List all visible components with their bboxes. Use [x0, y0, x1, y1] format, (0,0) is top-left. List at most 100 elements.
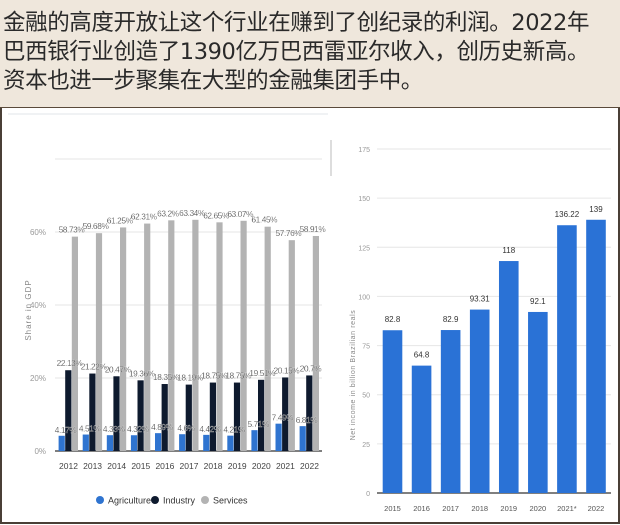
- bar-services: [192, 219, 199, 451]
- x-tick-label: 2021*: [557, 504, 577, 513]
- bar-services: [144, 223, 151, 451]
- bar: [382, 330, 403, 493]
- bar: [528, 311, 548, 493]
- bar: [469, 309, 490, 493]
- bar-agriculture: [106, 435, 113, 451]
- x-tick-label: 2016: [413, 504, 430, 513]
- data-label-agriculture: 4.42%: [199, 424, 222, 434]
- bar-services: [216, 222, 223, 451]
- bar: [557, 225, 577, 493]
- data-label: 118: [502, 246, 515, 255]
- x-tick-label: 2014: [107, 461, 126, 471]
- x-tick-label: 2018: [204, 461, 223, 471]
- legend-label-services: Services: [213, 496, 248, 506]
- bar-industry: [306, 375, 313, 451]
- data-label-industry: 18.35%: [153, 372, 180, 382]
- data-label: 93.31: [470, 295, 491, 304]
- data-label-agriculture: 4.51%: [79, 424, 102, 434]
- data-label-services: 57.76%: [276, 228, 303, 238]
- bar-industry: [137, 380, 144, 451]
- data-label-services: 63.34%: [179, 208, 206, 218]
- data-label-industry: 20.15%: [274, 365, 301, 375]
- bar: [440, 330, 461, 493]
- data-label-agriculture: 5.71%: [248, 419, 271, 429]
- data-label-services: 59.68%: [83, 221, 110, 231]
- bar-agriculture: [58, 435, 65, 451]
- bar-industry: [282, 377, 289, 451]
- x-tick-label: 2019: [228, 461, 247, 471]
- y-tick-label: 75: [362, 344, 370, 351]
- data-label-agriculture: 4.17%: [55, 425, 78, 435]
- data-label-services: 61.25%: [107, 215, 134, 225]
- data-label-agriculture: 4.21%: [223, 425, 246, 435]
- bar-industry: [161, 384, 168, 451]
- data-label: 82.9: [443, 315, 459, 324]
- bar: [498, 261, 519, 493]
- bar-agriculture: [130, 435, 138, 451]
- y-tick-label: 125: [358, 245, 370, 252]
- caption-line-2: 巴西银行业创造了1390亿万巴西雷亚尔收入，创历史新高。: [3, 39, 590, 65]
- data-label-industry: 18.75%: [201, 371, 228, 381]
- bar-industry: [65, 370, 72, 451]
- data-label-industry: 18.19%: [177, 373, 204, 383]
- data-label-services: 58.91%: [300, 224, 327, 234]
- legend-marker-industry: [151, 496, 159, 504]
- data-label-services: 63.07%: [227, 209, 254, 219]
- y-tick-label: 175: [358, 147, 370, 154]
- caption-line-1: 金融的高度开放让这个行业在赚到了创纪录的利润。2022年: [3, 10, 590, 36]
- x-tick-label: 2017: [180, 461, 199, 471]
- scrollbar[interactable]: [330, 140, 332, 176]
- data-label-services: 63.2%: [157, 208, 180, 218]
- data-label-agriculture: 4.6%: [177, 423, 195, 433]
- y-tick-label: 0%: [34, 447, 46, 456]
- bar: [411, 365, 432, 493]
- bar-services: [168, 220, 175, 451]
- y-tick-label: 40%: [30, 301, 46, 310]
- bar-agriculture: [275, 423, 282, 451]
- data-label-services: 62.31%: [131, 212, 158, 222]
- bar-services: [120, 227, 127, 451]
- gdp-share-chart: 0% 20% 40% 60% Share in GDP 4.17% 22.13% 58.73%…: [24, 158, 327, 506]
- bar-agriculture: [227, 435, 234, 451]
- bar-services: [95, 233, 103, 451]
- bar-industry: [258, 379, 265, 451]
- data-label-agriculture: 4.32%: [127, 424, 150, 434]
- x-tick-label: 2020: [530, 504, 547, 513]
- data-label-industry: 20.7%: [300, 363, 323, 373]
- net-income-chart: 0 25 50 75 100 125 150 175 Net income in billion…: [350, 147, 611, 513]
- y-axis-title: Net income in billion Brazilian reals: [350, 310, 357, 441]
- x-tick-label: 2019: [500, 504, 517, 513]
- x-tick-label: 2012: [59, 461, 78, 471]
- y-tick-label: 25: [362, 442, 370, 449]
- bar-agriculture: [82, 434, 89, 451]
- x-tick-label: 2020: [252, 461, 271, 471]
- data-label-industry: 18.75%: [225, 371, 252, 381]
- data-label-industry: 20.47%: [105, 364, 132, 374]
- y-tick-label: 150: [358, 196, 370, 203]
- bar-agriculture: [251, 430, 258, 451]
- legend-marker-services: [201, 496, 209, 504]
- bar-services: [264, 226, 271, 451]
- bar-agriculture: [299, 426, 306, 451]
- y-tick-label: 0: [366, 491, 370, 498]
- x-tick-label: 2015: [384, 504, 401, 513]
- data-label-industry: 19.36%: [129, 368, 156, 378]
- data-label: 139: [589, 205, 603, 214]
- y-tick-label: 100: [358, 294, 370, 301]
- data-label: 82.8: [385, 315, 401, 324]
- bar-services: [312, 235, 319, 451]
- data-label-services: 58.73%: [59, 225, 86, 235]
- y-axis-title: Share in GDP: [24, 279, 33, 340]
- bar-services: [71, 236, 78, 451]
- data-label: 136.22: [555, 210, 580, 219]
- x-tick-label: 2017: [442, 504, 459, 513]
- data-label-agriculture: 7.49%: [272, 413, 295, 423]
- data-label-industry: 21.22%: [81, 362, 108, 372]
- data-label-industry: 22.13%: [57, 358, 84, 368]
- bar: [586, 219, 606, 493]
- bar-agriculture: [203, 434, 210, 451]
- y-tick-label: 20%: [30, 374, 46, 383]
- y-tick-label: 50: [362, 393, 370, 400]
- data-label: 92.1: [530, 297, 546, 306]
- bar-industry: [209, 382, 216, 451]
